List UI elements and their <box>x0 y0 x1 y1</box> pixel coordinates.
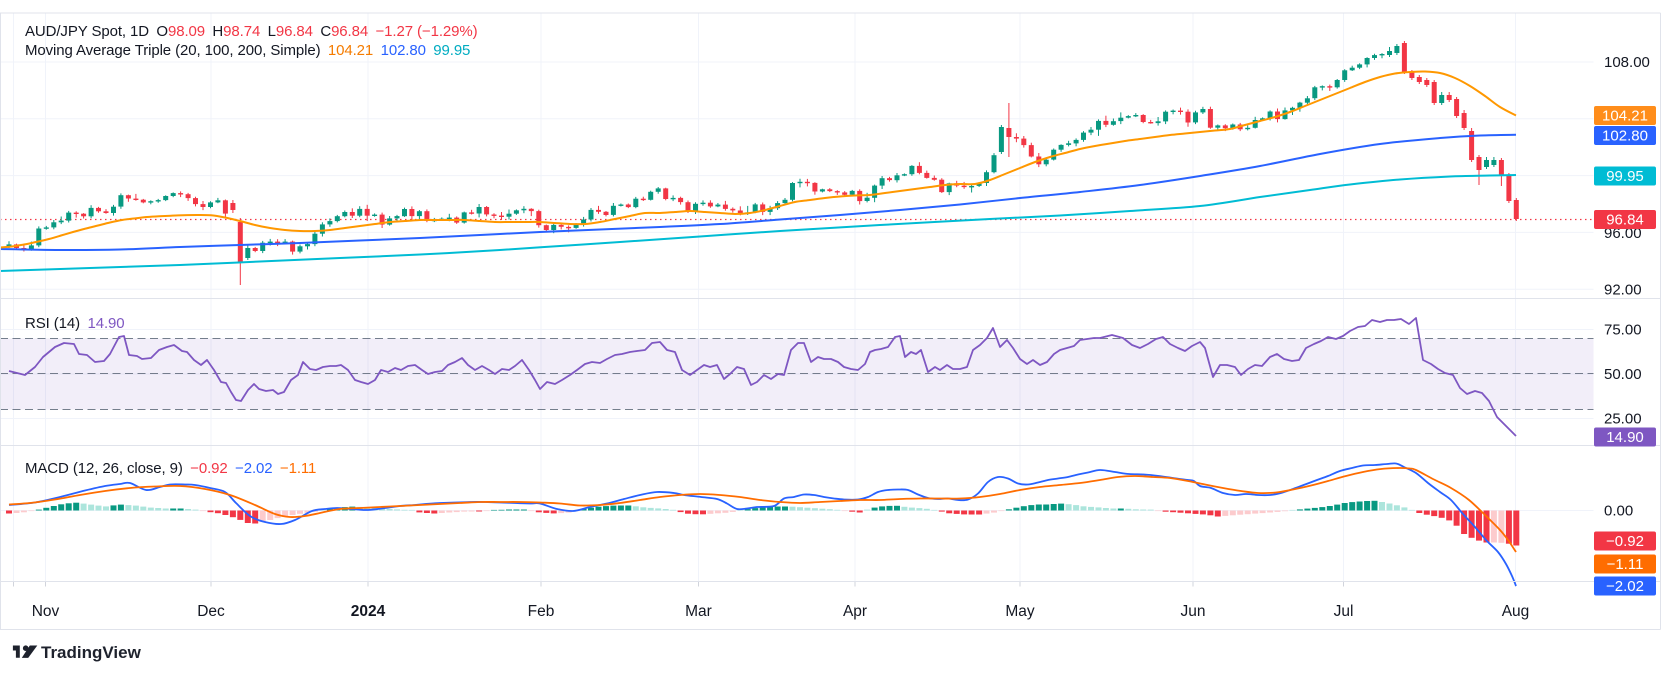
svg-text:RSI (14) 14.90: RSI (14) 14.90 <box>25 315 125 332</box>
svg-text:96.00: 96.00 <box>1604 225 1642 242</box>
svg-text:102.80: 102.80 <box>1602 128 1648 145</box>
svg-text:2024: 2024 <box>351 603 386 620</box>
svg-text:May: May <box>1005 603 1035 620</box>
svg-text:99.95: 99.95 <box>1606 168 1644 185</box>
svg-text:Apr: Apr <box>843 603 867 620</box>
svg-text:AUD/JPY Spot, 1D O98.09 H98.74: AUD/JPY Spot, 1D O98.09 H98.74 L96.84 C9… <box>25 23 478 40</box>
svg-text:Dec: Dec <box>197 603 225 620</box>
svg-text:Mar: Mar <box>685 603 712 620</box>
svg-text:−2.02: −2.02 <box>1606 578 1644 595</box>
svg-text:MACD (12, 26, close, 9) −0.92: MACD (12, 26, close, 9) −0.92 −2.02 −1.1… <box>25 460 316 477</box>
svg-text:TradingView: TradingView <box>41 643 142 662</box>
svg-text:Moving Average Triple (20, 100: Moving Average Triple (20, 100, 200, Sim… <box>25 42 470 59</box>
svg-text:96.84: 96.84 <box>1606 212 1644 229</box>
svg-text:0.00: 0.00 <box>1604 503 1633 520</box>
svg-text:108.00: 108.00 <box>1604 54 1650 71</box>
svg-text:−1.11: −1.11 <box>1607 556 1644 573</box>
svg-text:50.00: 50.00 <box>1604 366 1642 383</box>
svg-text:Feb: Feb <box>528 603 555 620</box>
svg-text:14.90: 14.90 <box>1606 429 1644 446</box>
svg-text:25.00: 25.00 <box>1604 411 1642 428</box>
svg-text:Aug: Aug <box>1502 603 1530 620</box>
svg-text:104.21: 104.21 <box>1602 108 1648 125</box>
svg-text:92.00: 92.00 <box>1604 282 1642 299</box>
svg-text:−0.92: −0.92 <box>1606 533 1644 550</box>
svg-text:Nov: Nov <box>32 603 60 620</box>
svg-text:75.00: 75.00 <box>1604 322 1642 339</box>
svg-text:Jun: Jun <box>1181 603 1206 620</box>
svg-text:Jul: Jul <box>1334 603 1354 620</box>
